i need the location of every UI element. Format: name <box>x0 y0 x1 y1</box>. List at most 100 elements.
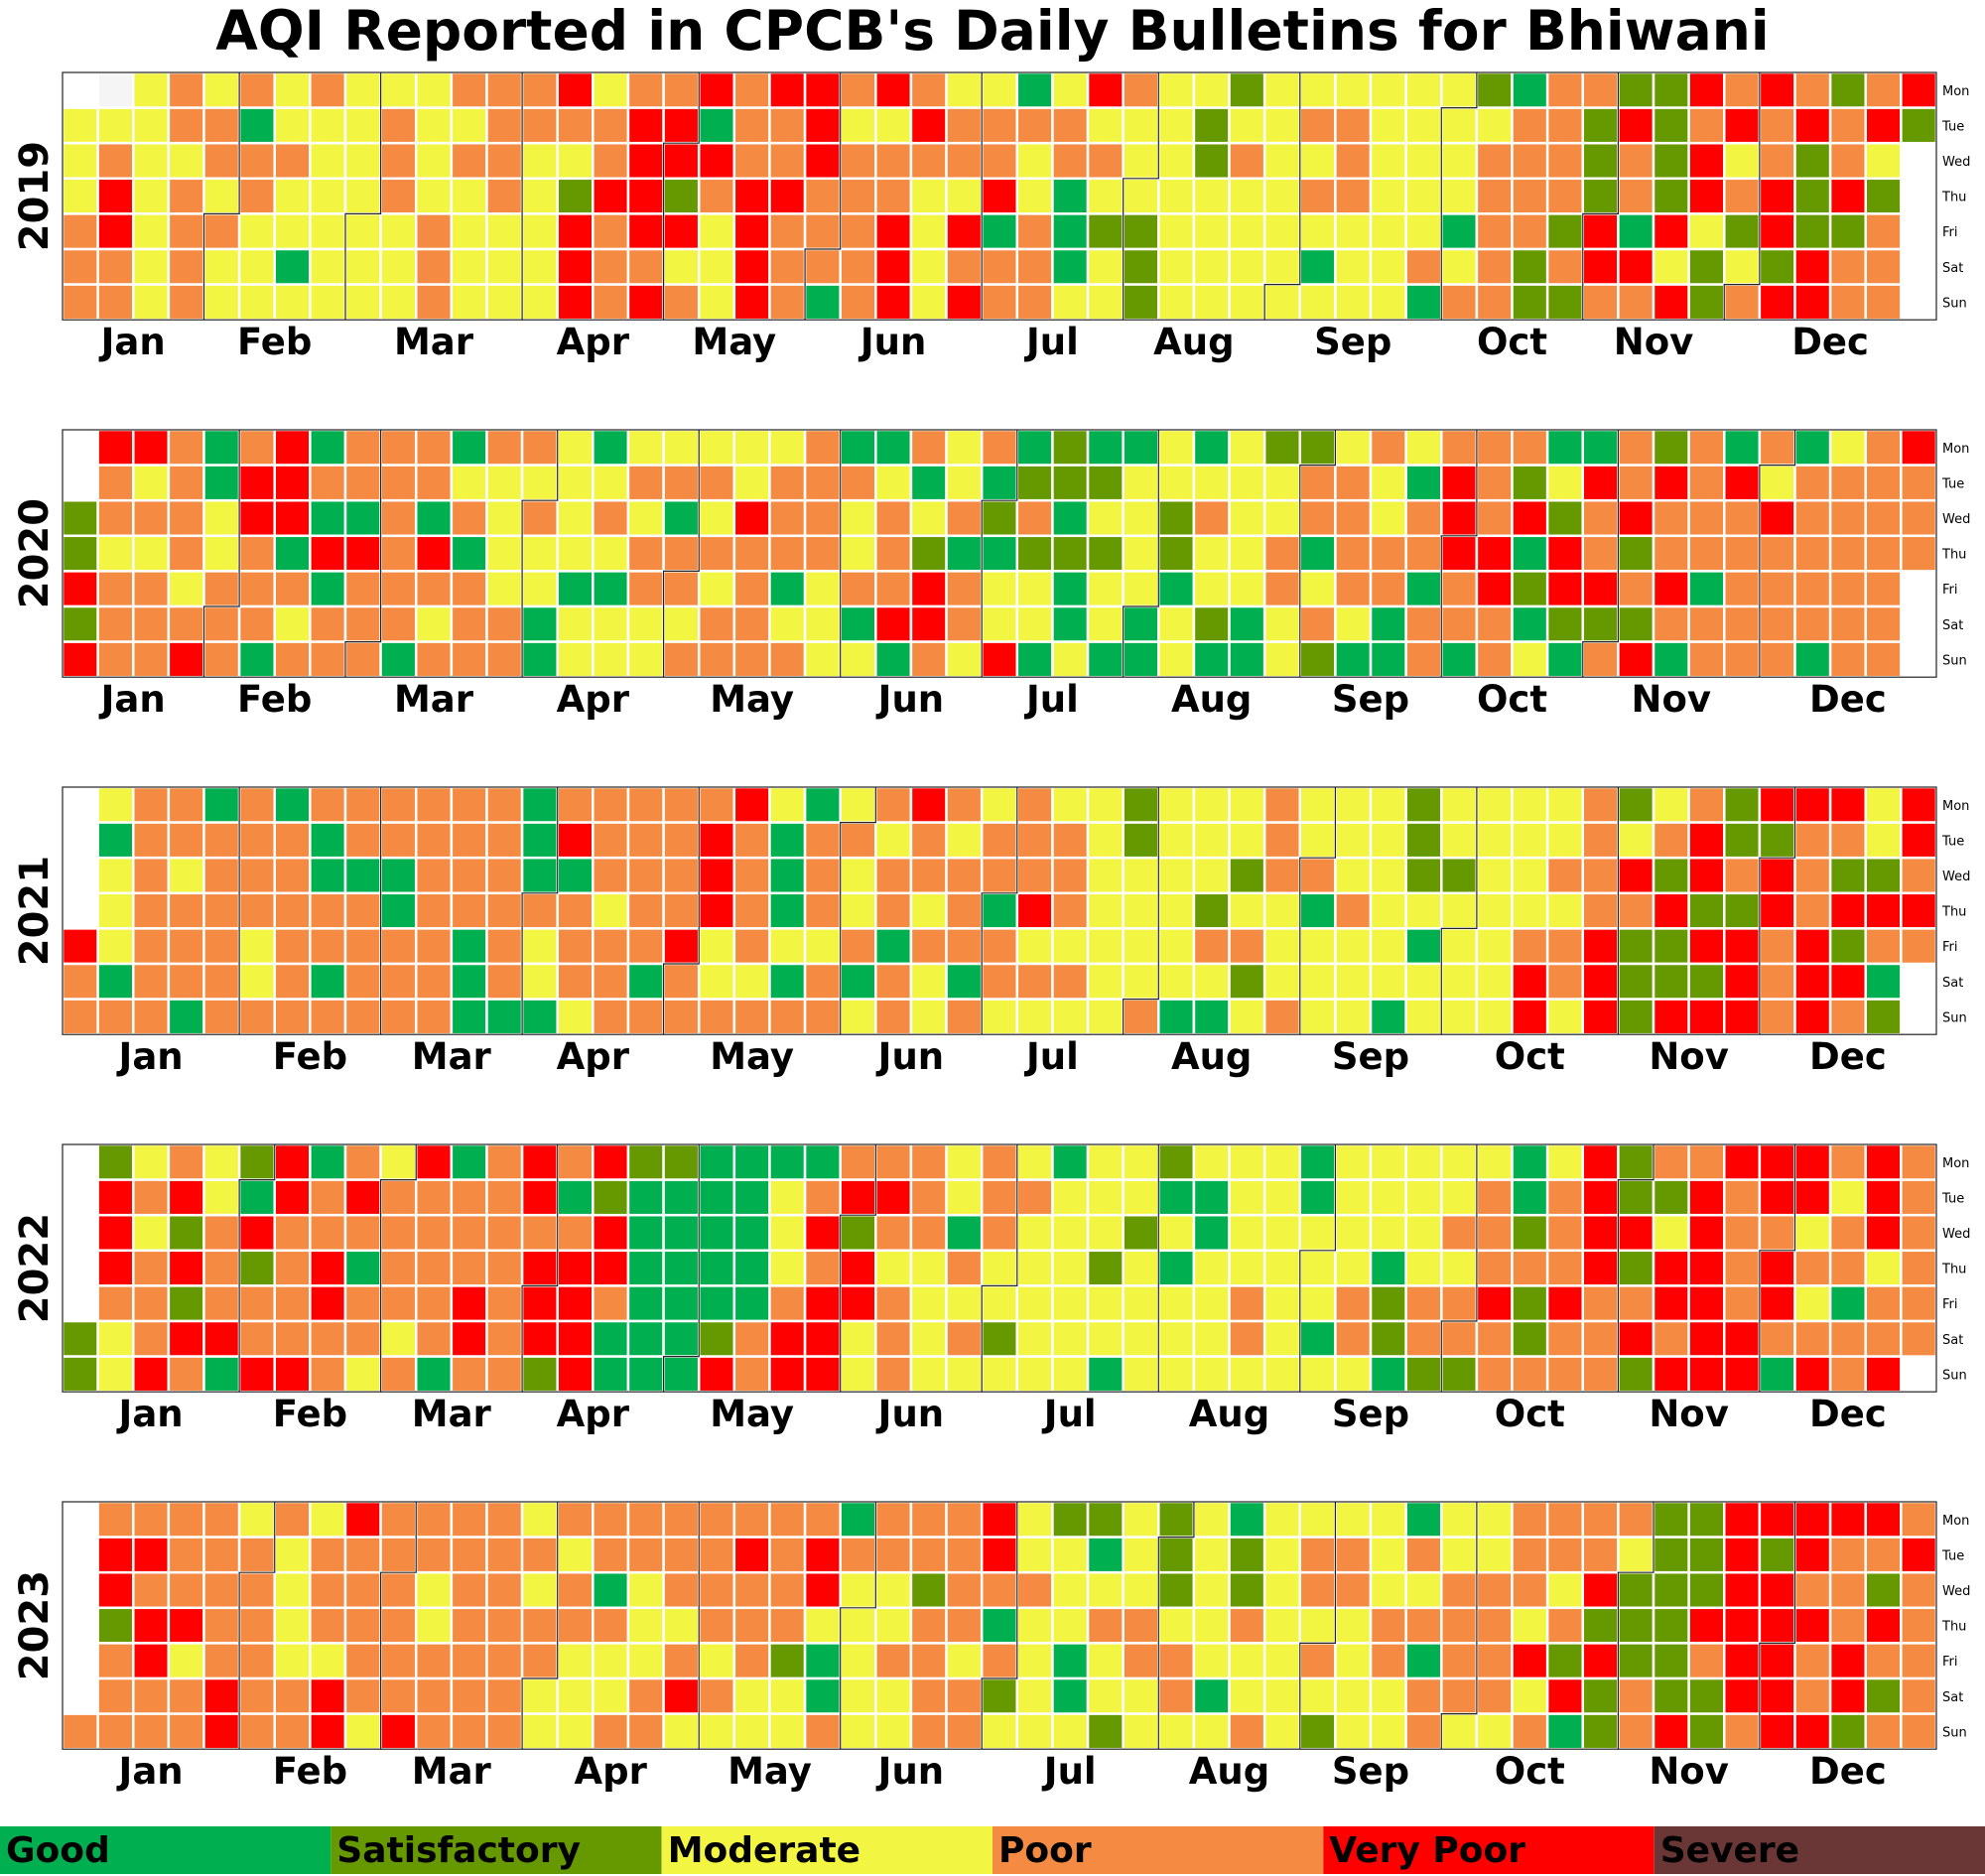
month-boundary <box>662 72 700 321</box>
day-cell <box>768 1319 807 1358</box>
day-cell <box>909 1606 948 1645</box>
day-cell <box>1617 604 1655 643</box>
day-cell <box>1617 428 1655 467</box>
day-cell <box>1475 106 1514 145</box>
year-label: 2020 <box>12 498 58 608</box>
day-cell <box>237 1213 276 1253</box>
day-cell <box>1404 247 1443 286</box>
day-cell <box>273 464 312 502</box>
month-label: Sep <box>1332 1393 1409 1435</box>
day-cell <box>732 1642 771 1680</box>
day-cell <box>1369 1213 1407 1253</box>
day-cell <box>1828 1213 1868 1253</box>
day-cell <box>273 70 312 109</box>
day-cell <box>1652 604 1690 643</box>
day-cell <box>1758 177 1796 215</box>
day-cell <box>1015 106 1054 145</box>
month-boundary <box>1299 1502 1337 1750</box>
day-cell <box>592 1642 630 1680</box>
day-cell <box>485 498 524 538</box>
day-cell <box>1687 785 1726 824</box>
day-cell <box>839 70 877 109</box>
day-cell <box>768 141 807 181</box>
day-cell <box>343 70 382 109</box>
month-label: Sep <box>1332 678 1409 721</box>
day-cell <box>556 962 595 1001</box>
day-cell <box>167 785 205 824</box>
day-cell <box>1192 1284 1231 1323</box>
day-cell <box>1369 1500 1407 1539</box>
day-cell <box>1652 177 1690 215</box>
day-cell <box>1298 1642 1337 1680</box>
day-cell <box>309 1500 347 1539</box>
day-cell <box>732 998 771 1036</box>
day-cell <box>1793 1642 1832 1680</box>
day-cell <box>1228 1319 1266 1358</box>
day-cell <box>1192 640 1231 679</box>
day-cell <box>768 1284 807 1323</box>
day-cell <box>237 1606 276 1645</box>
day-cell <box>96 1213 135 1253</box>
day-cell <box>1900 1178 1938 1217</box>
day-cell <box>414 106 454 145</box>
day-cell <box>1475 891 1514 930</box>
day-cell <box>1900 1712 1938 1751</box>
day-cell <box>945 1500 984 1539</box>
day-cell <box>839 1249 877 1287</box>
day-cell <box>945 1319 984 1358</box>
day-cell <box>1122 604 1160 643</box>
day-cell <box>1581 604 1620 643</box>
day-cell <box>1404 1249 1443 1287</box>
day-cell <box>450 70 488 109</box>
legend-label: Very Poor <box>1329 1830 1525 1871</box>
day-cell <box>1475 247 1514 286</box>
day-cell <box>1015 1284 1054 1323</box>
day-cell <box>1617 106 1655 145</box>
day-cell <box>803 1213 842 1253</box>
day-cell <box>1545 1500 1585 1539</box>
day-cell <box>1192 1676 1231 1715</box>
day-cell <box>1723 1178 1762 1217</box>
day-cell <box>237 212 276 251</box>
day-cell <box>874 464 913 502</box>
day-cell <box>167 1355 205 1394</box>
day-cell <box>485 141 524 181</box>
day-cell <box>1545 1319 1585 1358</box>
day-cell <box>1828 70 1868 109</box>
day-cell <box>1828 428 1868 467</box>
day-cell <box>1086 891 1125 930</box>
day-cell <box>909 998 948 1036</box>
day-cell <box>980 283 1019 322</box>
day-cell <box>626 106 665 145</box>
day-cell <box>839 927 877 966</box>
day-cell <box>1828 247 1868 286</box>
day-cell <box>1086 1676 1125 1715</box>
day-cell <box>520 1319 559 1358</box>
day-cell <box>1864 1284 1903 1323</box>
day-cell <box>237 1500 276 1539</box>
day-cell <box>414 1178 454 1217</box>
day-cell <box>1015 891 1054 930</box>
day-cell <box>1334 1536 1373 1574</box>
day-cell <box>839 1712 877 1751</box>
day-cell <box>803 1319 842 1358</box>
day-cell <box>768 534 807 573</box>
day-cell <box>1122 1570 1160 1610</box>
day-cell <box>167 464 205 502</box>
day-cell <box>1228 464 1266 502</box>
day-cell <box>1122 1319 1160 1358</box>
day-cell <box>520 1570 559 1610</box>
day-cell <box>662 785 701 824</box>
day-cell <box>592 1213 630 1253</box>
day-cell <box>1617 1570 1655 1610</box>
day-cell <box>273 998 312 1036</box>
day-cell <box>1758 464 1796 502</box>
day-cell <box>1298 927 1337 966</box>
day-cell <box>732 70 771 109</box>
year-label: 2023 <box>12 1570 58 1680</box>
day-cell <box>237 428 276 467</box>
day-cell <box>343 1319 382 1358</box>
day-cell <box>202 141 241 181</box>
month-label: Oct <box>1495 1035 1565 1078</box>
day-cell <box>839 498 877 538</box>
